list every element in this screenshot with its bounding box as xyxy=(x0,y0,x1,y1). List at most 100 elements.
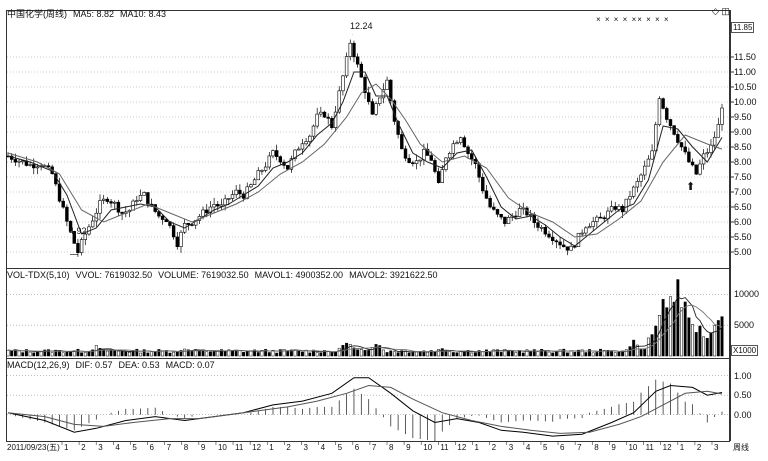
candle-up xyxy=(179,231,183,247)
volume-bar xyxy=(323,350,326,357)
volume-bar xyxy=(470,352,474,357)
candle-up xyxy=(90,220,95,228)
volume-bar xyxy=(264,349,268,357)
candle-up xyxy=(341,75,345,92)
x-month-label: 8 xyxy=(389,443,394,452)
candle-up xyxy=(234,189,238,195)
x-month-label: 9 xyxy=(200,443,206,452)
x-month-label: 3 xyxy=(98,443,103,452)
x-month-label: 7 xyxy=(371,443,377,452)
x-month-label: 4 xyxy=(320,443,326,452)
volume-bar xyxy=(87,351,91,357)
volume-bar xyxy=(687,317,691,357)
candle-up xyxy=(135,200,139,202)
vol-title: VOL-TDX(5,10) xyxy=(7,270,70,280)
candle-up xyxy=(344,56,349,77)
x-month-label: 12 xyxy=(662,443,672,452)
candle-up xyxy=(35,166,40,169)
volume-bar xyxy=(606,349,610,357)
volume-bar xyxy=(411,352,415,357)
candle-up xyxy=(587,226,592,229)
volume-bar xyxy=(565,352,569,357)
volume-bar xyxy=(562,348,566,357)
candle-up xyxy=(21,160,25,163)
candle-up xyxy=(609,206,614,212)
volume-bar xyxy=(521,352,525,357)
volume-bar xyxy=(17,350,21,357)
candle-up xyxy=(267,155,272,168)
volume-bar xyxy=(256,352,260,357)
volume-bar xyxy=(80,352,84,357)
candle-down xyxy=(481,176,485,192)
volume-bar xyxy=(554,350,558,357)
candle-down xyxy=(425,148,430,156)
candle-down xyxy=(679,142,684,148)
dea-value: DEA: 0.53 xyxy=(118,360,160,370)
volume-bar xyxy=(370,347,374,357)
candle-down xyxy=(205,209,209,214)
x-month-label: 11 xyxy=(440,443,449,452)
volume-bar xyxy=(573,351,577,357)
low-price-label: 4.92 xyxy=(69,226,87,236)
volume-bar xyxy=(116,350,120,357)
volume-bar xyxy=(348,344,352,357)
candle-down xyxy=(65,206,69,222)
volume-bar xyxy=(691,324,695,357)
volume-bar xyxy=(168,352,172,357)
volume-bar xyxy=(415,351,418,357)
volume-bar xyxy=(194,349,198,357)
volume-plot xyxy=(6,279,724,357)
volume-bar xyxy=(65,351,69,357)
volume-bar xyxy=(150,351,153,357)
candle-down xyxy=(562,244,566,248)
candle-up xyxy=(617,205,621,210)
candle-up xyxy=(654,124,658,152)
x-month-label: 6 xyxy=(354,443,360,452)
candle-up xyxy=(83,233,87,240)
candle-up xyxy=(580,232,584,235)
candle-down xyxy=(76,243,80,253)
candle-down xyxy=(694,164,698,175)
x-month-label: 8 xyxy=(594,443,599,452)
volume-bar xyxy=(499,352,503,357)
candle-down xyxy=(32,164,36,169)
volume-bar xyxy=(61,352,65,357)
candle-up xyxy=(624,198,629,213)
volume-bar xyxy=(584,352,588,357)
volume-bar xyxy=(492,349,496,357)
volume-bar xyxy=(289,349,293,357)
x-month-label: 1 xyxy=(474,443,479,452)
candle-up xyxy=(539,227,544,229)
x-month-label: 11 xyxy=(235,443,244,452)
candle-down xyxy=(216,204,220,207)
volume-bar xyxy=(120,351,124,357)
volume-bar xyxy=(286,351,290,357)
corner-icons[interactable]: ◇ ◫ xyxy=(712,6,730,16)
candle-up xyxy=(712,136,717,146)
volume-bar xyxy=(267,352,271,357)
volume-bar xyxy=(558,349,562,357)
volume-bar xyxy=(440,348,444,357)
candle-down xyxy=(499,213,503,218)
volume-bar xyxy=(54,349,58,357)
ma5-line xyxy=(7,71,723,247)
volume-bar xyxy=(161,350,165,357)
candle-up xyxy=(716,124,721,138)
candle-down xyxy=(352,42,356,58)
candle-down xyxy=(429,155,433,161)
candle-down xyxy=(492,206,496,210)
candle-down xyxy=(355,56,360,65)
candle-up xyxy=(458,137,463,143)
x-month-label: 3 xyxy=(303,443,308,452)
volume-bar xyxy=(569,350,573,357)
up-arrow-icon: ⬆ xyxy=(686,181,696,193)
volume-bar xyxy=(146,352,150,357)
x-month-label: 3 xyxy=(714,443,719,452)
candle-up xyxy=(223,198,227,206)
mavol1-value: MAVOL1: 4900352.00 xyxy=(254,270,344,280)
x-month-label: 1 xyxy=(679,443,685,452)
volume-bar xyxy=(694,332,698,357)
candle-up xyxy=(337,90,341,113)
volume-bar xyxy=(543,350,547,357)
volume-bar xyxy=(300,351,304,357)
